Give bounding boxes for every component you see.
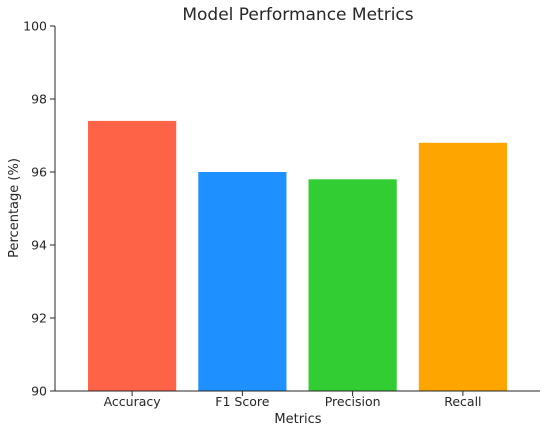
y-tick-label: 96 (31, 165, 47, 180)
y-tick-label: 90 (31, 384, 47, 399)
y-tick-label: 100 (23, 19, 47, 34)
y-tick-label: 92 (31, 311, 47, 326)
bar-precision (308, 179, 397, 391)
x-axis-label: Metrics (274, 412, 321, 427)
x-tick-label: Recall (444, 394, 481, 409)
x-axis: Accuracy F1 Score Precision Recall (104, 391, 482, 409)
x-tick-label: Accuracy (104, 394, 162, 409)
x-tick-label: F1 Score (215, 394, 269, 409)
y-tick-label: 98 (31, 92, 47, 107)
bar-recall (418, 142, 507, 391)
y-axis-label: Percentage (%) (7, 158, 22, 258)
chart-title: Model Performance Metrics (182, 5, 413, 25)
y-axis: 90 92 94 96 98 100 (23, 19, 55, 399)
bar-accuracy (88, 120, 177, 392)
bars-group (88, 120, 507, 392)
x-tick-label: Precision (325, 394, 381, 409)
bar-f1-score (198, 172, 287, 391)
y-tick-label: 94 (31, 238, 47, 253)
